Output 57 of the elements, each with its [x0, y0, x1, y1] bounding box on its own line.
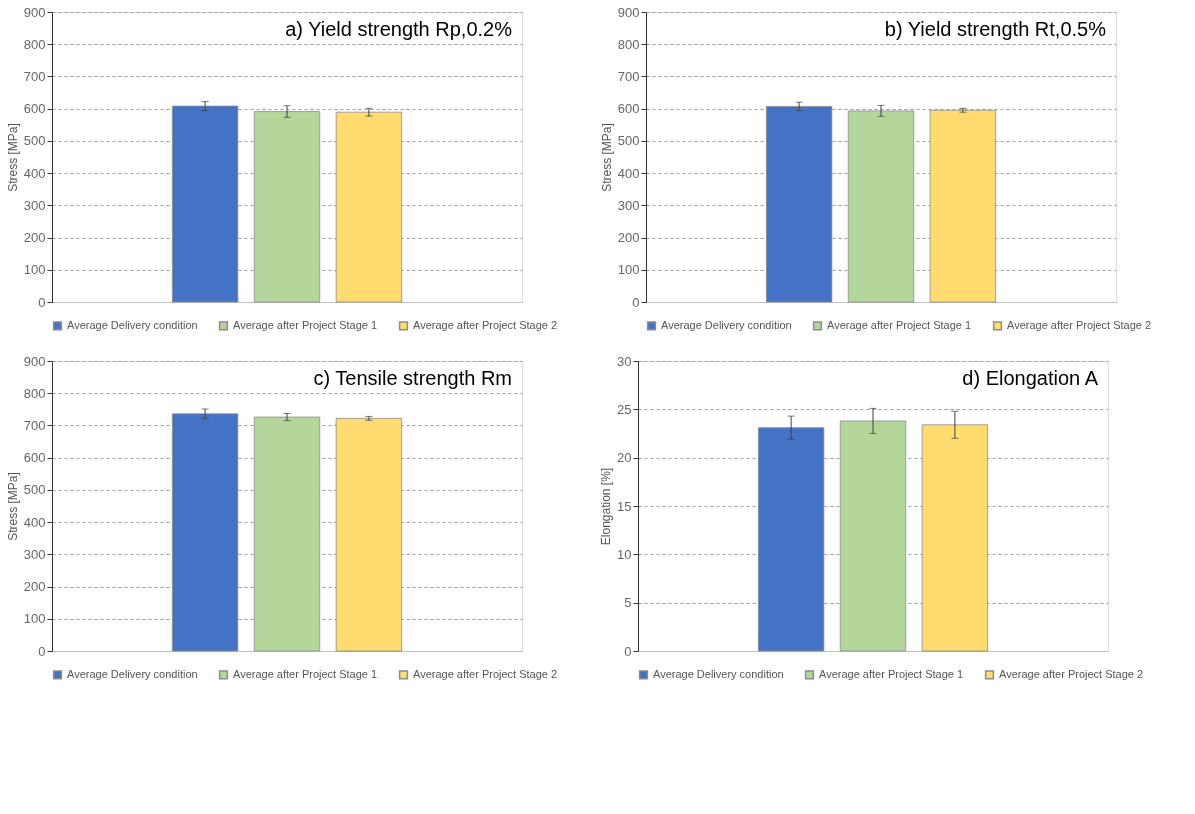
y-tick-label: 100 [617, 262, 640, 278]
y-tick-label: 200 [23, 579, 46, 595]
legend-label: Average Delivery condition [653, 667, 784, 680]
y-tick-label: 900 [23, 4, 46, 20]
y-tick-label: 400 [23, 165, 46, 181]
y-tick-label: 100 [23, 611, 46, 627]
y-tick-label: 200 [617, 230, 640, 246]
chart-title: c) Tensile strength Rm [313, 367, 512, 389]
legend-label: Average after Project Stage 2 [999, 667, 1144, 680]
y-tick-label: 300 [617, 197, 640, 213]
legend-label: Average Delivery condition [67, 318, 198, 331]
y-tick-label: 20 [617, 450, 632, 466]
y-tick-label: 0 [624, 643, 632, 659]
y-tick-label: 400 [23, 514, 46, 530]
y-axis-title: Stress [MPa] [5, 123, 20, 192]
y-tick-label: 700 [23, 68, 46, 84]
y-tick-label: 0 [38, 643, 46, 659]
y-tick-label: 5 [624, 595, 632, 611]
y-tick-label: 600 [23, 450, 46, 466]
legend-label: Average after Project Stage 1 [827, 318, 972, 331]
y-tick-label: 200 [23, 230, 46, 246]
legend-label: Average Delivery condition [67, 667, 198, 680]
y-tick-label: 300 [23, 197, 46, 213]
legend-label: Average after Project Stage 1 [233, 318, 378, 331]
legend-label: Average after Project Stage 2 [413, 667, 558, 680]
legend-label: Average after Project Stage 1 [819, 667, 964, 680]
y-tick-label: 300 [23, 546, 46, 562]
y-tick-label: 25 [617, 401, 632, 417]
y-tick-label: 500 [23, 482, 46, 498]
y-tick-label: 800 [617, 36, 640, 52]
y-tick-label: 15 [617, 498, 632, 514]
y-tick-label: 700 [23, 417, 46, 433]
y-tick-label: 500 [23, 133, 46, 149]
y-tick-label: 0 [38, 294, 46, 310]
y-tick-label: 700 [617, 68, 640, 84]
y-tick-label: 800 [23, 36, 46, 52]
y-tick-label: 800 [23, 385, 46, 401]
y-axis-title: Elongation [%] [599, 467, 614, 546]
y-tick-label: 400 [617, 165, 640, 181]
y-tick-label: 100 [23, 262, 46, 278]
legend-label: Average after Project Stage 2 [1007, 318, 1152, 331]
y-axis-title: Stress [MPa] [599, 123, 614, 192]
y-tick-label: 500 [617, 133, 640, 149]
y-tick-label: 600 [23, 101, 46, 117]
y-tick-label: 10 [617, 546, 632, 562]
y-tick-label: 0 [632, 294, 640, 310]
y-tick-label: 600 [617, 101, 640, 117]
y-tick-label: 30 [617, 353, 632, 369]
legend-label: Average Delivery condition [661, 318, 792, 331]
legend-label: Average after Project Stage 2 [413, 318, 558, 331]
chart-title: a) Yield strength Rp,0.2% [285, 18, 513, 40]
y-tick-label: 900 [23, 353, 46, 369]
y-axis-title: Stress [MPa] [5, 472, 20, 541]
legend-label: Average after Project Stage 1 [233, 667, 378, 680]
y-tick-label: 900 [617, 4, 640, 20]
chart-title: d) Elongation A [962, 367, 1099, 389]
chart-title: b) Yield strength Rt,0.5% [884, 18, 1107, 40]
